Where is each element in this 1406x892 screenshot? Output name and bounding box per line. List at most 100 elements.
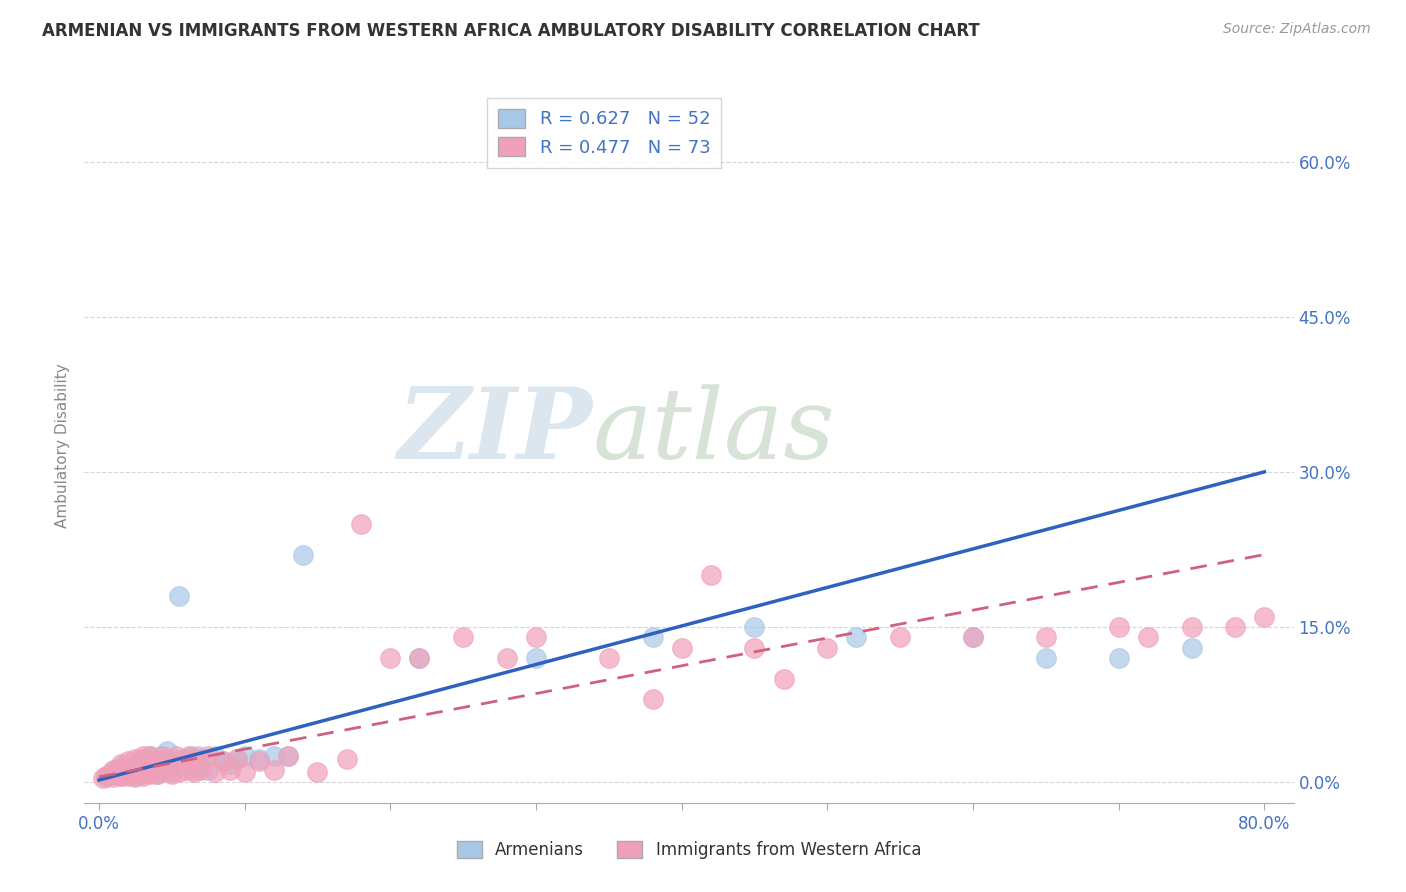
Point (176, 763, 198, 777)
Point (105, 767, 128, 781)
Point (380, 651, 402, 665)
Point (204, 764, 226, 779)
Point (744, 620, 766, 634)
Point (103, 763, 125, 777)
Point (219, 756, 242, 771)
Point (598, 651, 620, 665)
Point (160, 752, 183, 766)
Point (107, 764, 129, 779)
Point (233, 749, 256, 764)
Point (135, 764, 157, 779)
Point (1180, 640, 1202, 655)
Point (1180, 620, 1202, 634)
Point (495, 651, 517, 665)
Point (103, 770, 125, 784)
Point (149, 755, 172, 769)
Point (150, 749, 173, 764)
Point (128, 764, 150, 779)
Text: Source: ZipAtlas.com: Source: ZipAtlas.com (1223, 22, 1371, 37)
Point (156, 752, 179, 766)
Point (91, 771, 114, 785)
Point (226, 752, 249, 766)
Point (1035, 630, 1057, 644)
Point (1108, 620, 1130, 634)
Point (120, 761, 142, 775)
Point (135, 763, 157, 777)
Point (641, 630, 664, 644)
Point (143, 759, 166, 773)
Text: atlas: atlas (592, 384, 835, 479)
Point (845, 630, 868, 644)
Point (408, 651, 430, 665)
Point (180, 749, 202, 764)
Point (247, 755, 270, 769)
Point (1035, 651, 1057, 665)
Point (160, 764, 183, 779)
Point (277, 749, 299, 764)
Point (408, 651, 430, 665)
Point (121, 764, 143, 779)
Point (124, 770, 146, 784)
Point (114, 764, 136, 779)
Point (136, 756, 159, 771)
Point (815, 640, 838, 655)
Point (671, 640, 693, 655)
Point (110, 769, 132, 783)
Point (100, 767, 122, 781)
Point (112, 767, 135, 781)
Point (146, 767, 169, 781)
Point (291, 548, 314, 562)
Point (117, 755, 139, 769)
Point (114, 763, 136, 777)
Point (1108, 651, 1130, 665)
Point (700, 568, 723, 582)
Point (139, 767, 162, 781)
Point (110, 759, 132, 773)
Point (110, 756, 132, 771)
Point (121, 759, 143, 773)
Text: ZIP: ZIP (398, 384, 592, 480)
Point (524, 651, 547, 665)
Point (124, 752, 146, 766)
Point (149, 755, 172, 769)
Point (1225, 620, 1247, 634)
Point (263, 763, 285, 777)
Point (190, 763, 212, 777)
Point (156, 744, 179, 758)
Point (226, 752, 249, 766)
Point (146, 767, 169, 781)
Point (179, 749, 201, 764)
Point (100, 767, 122, 781)
Point (211, 755, 233, 769)
Point (110, 769, 132, 783)
Point (105, 763, 128, 777)
Point (139, 749, 162, 764)
Point (117, 769, 139, 783)
Point (197, 763, 219, 777)
Point (131, 769, 153, 783)
Point (153, 759, 176, 773)
Legend: Armenians, Immigrants from Western Africa: Armenians, Immigrants from Western Afric… (450, 834, 928, 866)
Point (219, 763, 242, 777)
Point (204, 749, 226, 764)
Point (124, 756, 146, 771)
Point (127, 764, 149, 779)
Point (962, 630, 984, 644)
Point (153, 764, 176, 779)
Point (128, 755, 150, 769)
Point (1253, 609, 1275, 624)
Point (167, 764, 190, 779)
Point (641, 692, 664, 706)
Point (1136, 630, 1159, 644)
Point (190, 759, 212, 773)
Point (277, 749, 299, 764)
Point (962, 630, 984, 644)
Point (183, 764, 205, 779)
Y-axis label: Ambulatory Disability: Ambulatory Disability (55, 364, 70, 528)
Point (524, 630, 547, 644)
Point (165, 749, 187, 764)
Point (160, 767, 183, 781)
Point (336, 752, 359, 766)
Point (131, 752, 153, 766)
Point (176, 755, 198, 769)
